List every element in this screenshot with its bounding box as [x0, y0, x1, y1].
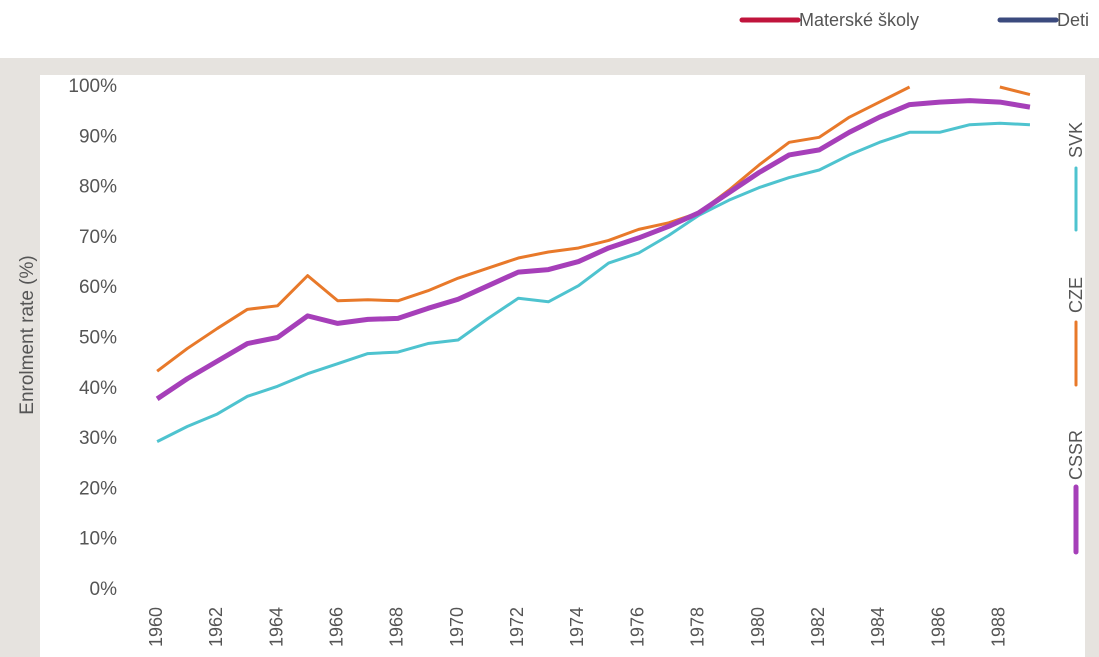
series-line [155, 98, 1031, 401]
x-tick-label: 1976 [627, 607, 647, 647]
x-tick-label: 1986 [928, 607, 948, 647]
x-tick-label: 1968 [387, 607, 407, 647]
x-tick-label: 1988 [989, 607, 1009, 647]
y-tick-label: 100% [68, 76, 117, 97]
y-tick-label: 10% [79, 529, 117, 550]
chart-panel [40, 75, 1085, 657]
x-tick-label: 1980 [748, 607, 768, 647]
y-tick-label: 30% [79, 428, 117, 449]
y-tick-label: 0% [90, 579, 118, 600]
y-tick-label: 60% [79, 277, 117, 298]
x-tick-label: 1972 [507, 607, 527, 647]
legend-label: SVK [1066, 122, 1086, 158]
x-tick-label: 1960 [146, 607, 166, 647]
x-tick-label: 1982 [808, 607, 828, 647]
x-tick-label: 1962 [206, 607, 226, 647]
y-tick-label: 40% [79, 378, 117, 399]
x-tick-label: 1966 [326, 607, 346, 647]
series-line [156, 121, 1031, 443]
legend-label: Deti [1057, 10, 1089, 30]
y-tick-label: 70% [79, 227, 117, 248]
x-tick-label: 1984 [868, 607, 888, 647]
x-tick-label: 1970 [447, 607, 467, 647]
legend-label: CZE [1066, 277, 1086, 313]
x-tick-label: 1964 [266, 607, 286, 647]
x-tick-label: 1974 [567, 607, 587, 647]
legend-label: CSSR [1066, 430, 1086, 480]
header [0, 0, 1099, 58]
y-axis-title: Enrolment rate (%) [17, 255, 38, 414]
y-tick-label: 80% [79, 177, 117, 198]
y-tick-label: 20% [79, 478, 117, 499]
x-tick-label: 1978 [688, 607, 708, 647]
series-line [156, 85, 1031, 373]
legend-label: Materské školy [799, 10, 919, 30]
y-tick-label: 90% [79, 126, 117, 147]
y-tick-label: 50% [79, 328, 117, 349]
